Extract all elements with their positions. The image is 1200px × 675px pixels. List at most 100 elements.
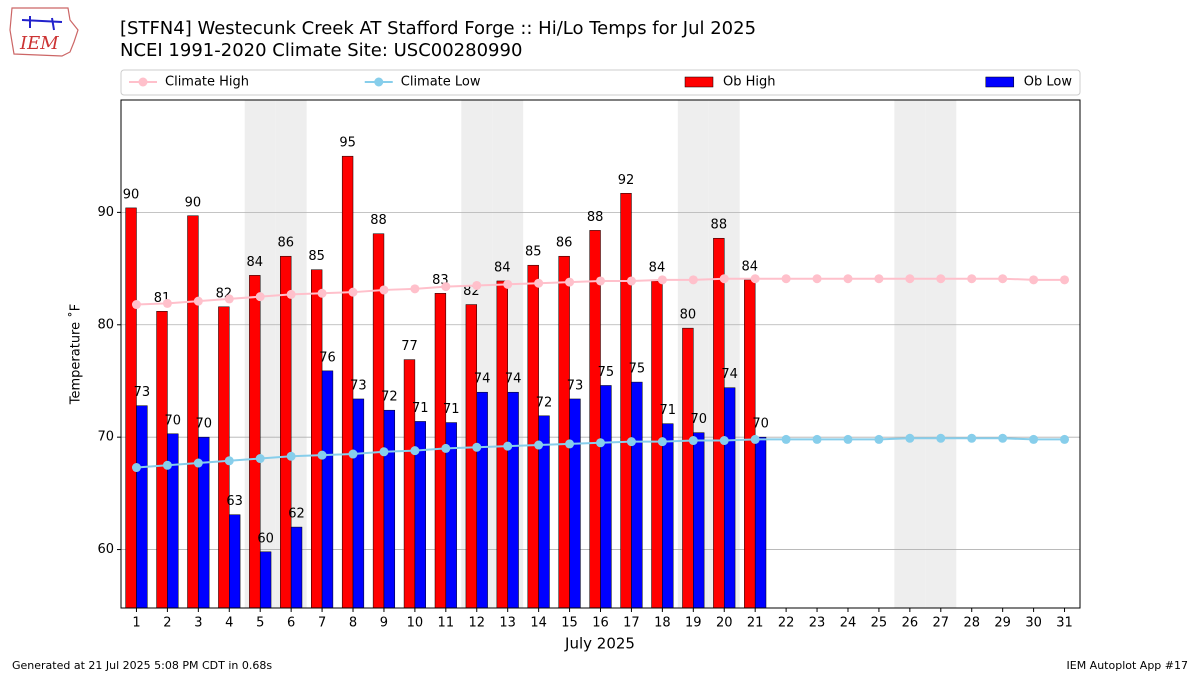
data-label: 75 bbox=[629, 362, 646, 377]
bar bbox=[569, 398, 581, 609]
x-tick-label: 17 bbox=[623, 616, 640, 631]
data-label: 63 bbox=[226, 494, 243, 509]
line-point bbox=[874, 274, 884, 284]
line-point bbox=[812, 434, 822, 444]
data-label: 71 bbox=[660, 403, 677, 418]
bar bbox=[125, 207, 137, 609]
bar bbox=[744, 279, 756, 609]
line-point bbox=[750, 434, 760, 444]
data-label: 85 bbox=[308, 249, 325, 264]
weekend-shade bbox=[925, 100, 957, 608]
line-point bbox=[255, 292, 265, 302]
line-point bbox=[534, 440, 544, 450]
legend-label: Climate Low bbox=[401, 75, 481, 90]
line-point bbox=[1060, 434, 1070, 444]
data-label: 74 bbox=[505, 372, 522, 387]
data-label: 70 bbox=[752, 417, 769, 432]
line-point bbox=[379, 447, 389, 457]
data-label: 88 bbox=[587, 210, 604, 225]
x-tick-label: 9 bbox=[380, 616, 388, 631]
line-point bbox=[286, 451, 296, 461]
line-point bbox=[410, 446, 420, 456]
bar bbox=[465, 304, 478, 609]
bar bbox=[249, 275, 261, 609]
x-tick-label: 3 bbox=[194, 616, 202, 631]
bar bbox=[713, 237, 725, 609]
legend-label: Climate High bbox=[165, 75, 249, 90]
line-point bbox=[688, 275, 698, 285]
legend-label: Ob High bbox=[723, 75, 776, 90]
data-label: 73 bbox=[134, 385, 151, 400]
bar bbox=[280, 255, 292, 609]
x-tick-label: 11 bbox=[438, 616, 455, 631]
line-point bbox=[905, 274, 915, 284]
footer-right: IEM Autoplot App #17 bbox=[1067, 659, 1189, 672]
x-tick-label: 27 bbox=[933, 616, 950, 631]
line-point bbox=[781, 434, 791, 444]
logo-outline bbox=[9, 7, 79, 57]
legend-swatch bbox=[684, 76, 714, 88]
data-label: 71 bbox=[412, 401, 429, 416]
x-tick-label: 31 bbox=[1056, 616, 1073, 631]
legend-swatch bbox=[985, 76, 1015, 88]
bar bbox=[589, 230, 601, 609]
data-label: 95 bbox=[339, 136, 356, 151]
line-point bbox=[441, 443, 451, 453]
line-point bbox=[812, 274, 822, 284]
x-tick-label: 8 bbox=[349, 616, 357, 631]
bar bbox=[321, 370, 334, 609]
data-label: 72 bbox=[536, 395, 553, 410]
bar bbox=[156, 311, 168, 609]
chart-subtitle: NCEI 1991-2020 Climate Site: USC00280990 bbox=[120, 40, 522, 61]
line-point bbox=[750, 274, 760, 284]
x-tick-label: 24 bbox=[840, 616, 857, 631]
line-point bbox=[565, 277, 575, 287]
x-tick-label: 1 bbox=[132, 616, 140, 631]
bar bbox=[229, 514, 241, 609]
x-tick-label: 6 bbox=[287, 616, 295, 631]
legend-box bbox=[120, 69, 1081, 96]
bar bbox=[259, 551, 272, 609]
data-label: 70 bbox=[195, 417, 212, 432]
x-axis-label: July 2025 bbox=[564, 635, 635, 653]
line-point bbox=[781, 274, 791, 284]
line-point bbox=[1029, 275, 1039, 285]
bar bbox=[631, 381, 643, 609]
line-point bbox=[441, 282, 451, 292]
legend-marker bbox=[138, 77, 148, 87]
line-point bbox=[1029, 434, 1039, 444]
line-point bbox=[843, 434, 853, 444]
y-tick-label: 60 bbox=[97, 542, 114, 557]
x-tick-label: 15 bbox=[561, 616, 578, 631]
data-label: 71 bbox=[443, 402, 460, 417]
line-point bbox=[905, 433, 915, 443]
x-tick-label: 28 bbox=[963, 616, 980, 631]
line-point bbox=[596, 438, 605, 448]
x-tick-label: 19 bbox=[685, 616, 702, 631]
data-label: 84 bbox=[741, 259, 758, 274]
x-tick-label: 13 bbox=[499, 616, 516, 631]
x-tick-label: 16 bbox=[592, 616, 609, 631]
data-label: 77 bbox=[401, 339, 418, 354]
line-point bbox=[162, 460, 172, 470]
bar bbox=[167, 433, 179, 609]
bar bbox=[754, 436, 767, 609]
x-tick-label: 12 bbox=[468, 616, 485, 631]
legend-marker bbox=[374, 77, 384, 87]
line-point bbox=[657, 275, 667, 285]
x-tick-label: 4 bbox=[225, 616, 233, 631]
bar bbox=[187, 215, 199, 609]
data-label: 84 bbox=[494, 260, 511, 275]
y-tick-label: 90 bbox=[97, 205, 114, 220]
line-point bbox=[874, 434, 884, 444]
data-label: 86 bbox=[277, 236, 294, 251]
line-point bbox=[379, 285, 389, 295]
bar bbox=[682, 327, 694, 609]
line-point bbox=[1060, 275, 1070, 285]
data-label: 88 bbox=[370, 213, 387, 228]
data-label: 74 bbox=[474, 372, 491, 387]
bar bbox=[403, 359, 416, 609]
bar bbox=[476, 391, 488, 609]
line-point bbox=[286, 289, 296, 299]
line-point bbox=[936, 433, 946, 443]
